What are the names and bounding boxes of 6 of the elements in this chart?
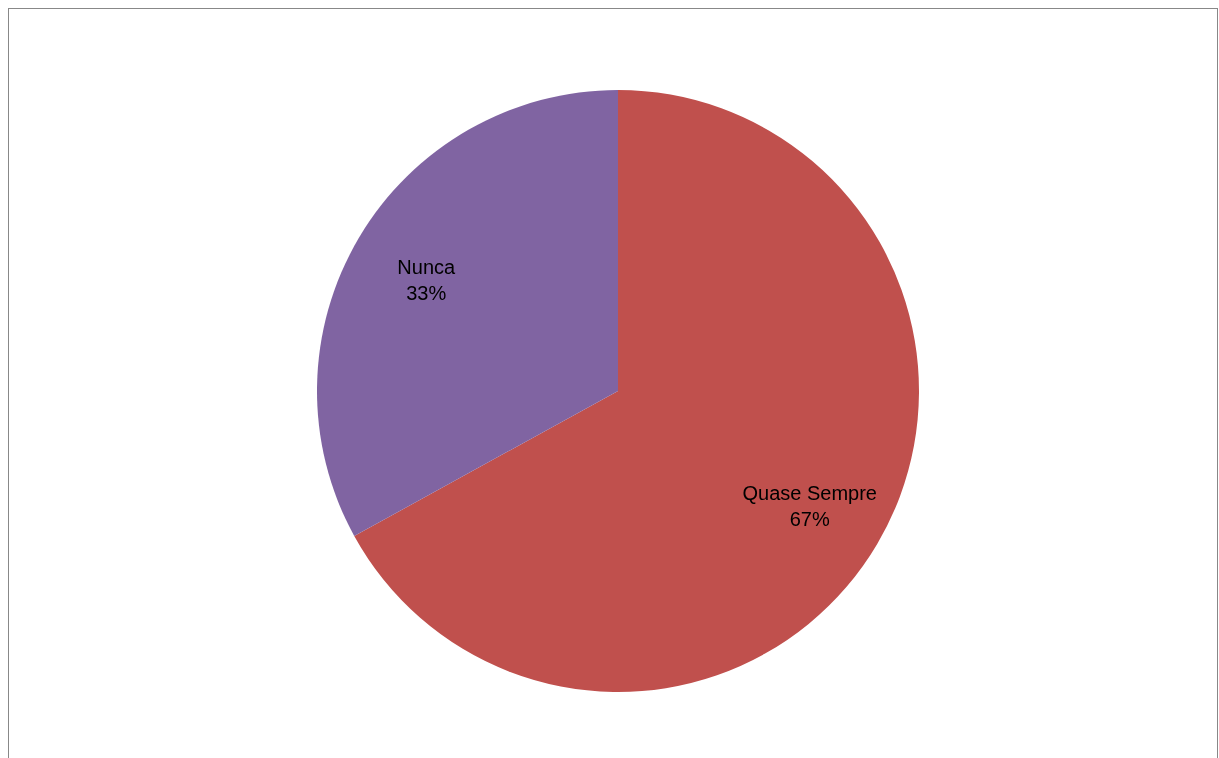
data-label: 67% <box>789 508 830 531</box>
slice-label: Nunca <box>397 255 457 278</box>
slice-label: Quase Sempre <box>742 482 877 505</box>
data-label: 33% <box>406 281 447 304</box>
pie-slice <box>354 90 919 692</box>
pie-slice <box>317 90 618 537</box>
